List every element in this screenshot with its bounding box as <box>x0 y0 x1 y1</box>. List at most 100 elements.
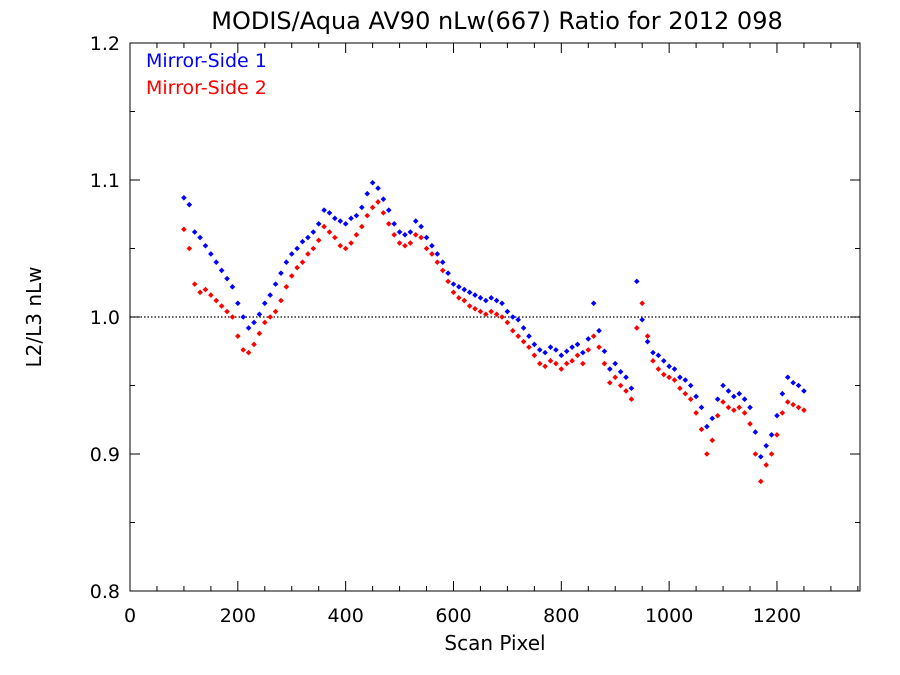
data-point <box>418 223 424 230</box>
data-point <box>472 305 478 312</box>
data-point <box>380 196 387 202</box>
data-point <box>509 314 516 320</box>
data-point <box>348 240 354 246</box>
y-tick-label: 1.1 <box>90 170 120 192</box>
data-point <box>466 289 473 296</box>
data-point <box>310 229 317 235</box>
data-point <box>558 352 565 359</box>
data-point <box>385 207 392 213</box>
data-point <box>305 234 311 241</box>
data-point <box>493 311 500 318</box>
data-point <box>461 297 468 304</box>
data-point <box>612 360 619 367</box>
series-2 <box>181 199 807 485</box>
data-point <box>617 382 624 389</box>
data-point <box>278 270 284 276</box>
data-point <box>337 242 344 249</box>
data-point <box>553 347 559 353</box>
data-point <box>429 251 435 257</box>
data-point <box>181 195 187 201</box>
data-point <box>704 423 710 430</box>
data-point <box>580 349 586 356</box>
data-point <box>671 377 678 383</box>
data-point <box>801 388 807 394</box>
data-point <box>439 259 446 265</box>
data-point <box>644 338 651 345</box>
data-point <box>353 232 360 238</box>
data-point <box>639 316 645 323</box>
data-point <box>590 300 597 307</box>
data-point <box>693 410 699 416</box>
data-point <box>542 349 548 356</box>
data-point <box>396 229 403 235</box>
data-point <box>251 341 257 348</box>
y-tick-label: 1.2 <box>90 33 120 55</box>
data-point <box>747 404 753 411</box>
data-point <box>407 229 414 235</box>
data-point <box>757 453 764 460</box>
data-point <box>795 404 802 411</box>
data-point <box>639 300 645 307</box>
data-point <box>321 223 327 230</box>
data-point <box>553 360 559 367</box>
data-point <box>245 325 252 331</box>
data-point <box>423 234 430 241</box>
data-point <box>671 366 678 372</box>
data-point <box>763 462 769 468</box>
data-point <box>445 278 451 285</box>
data-point <box>607 366 613 372</box>
data-point <box>682 377 689 383</box>
data-point <box>483 311 489 318</box>
data-point <box>202 286 209 293</box>
data-point <box>747 421 753 427</box>
data-point <box>315 237 322 244</box>
x-tick-label: 600 <box>435 605 471 627</box>
data-point <box>483 297 489 304</box>
data-point <box>321 207 327 213</box>
data-point <box>526 333 532 339</box>
data-point <box>660 358 667 364</box>
data-point <box>536 347 543 353</box>
data-point <box>574 341 581 348</box>
data-point <box>520 338 527 345</box>
data-point <box>434 251 441 257</box>
data-point <box>779 410 786 416</box>
y-tick-label: 0.9 <box>90 444 120 466</box>
data-point <box>402 242 408 249</box>
data-point <box>391 232 397 238</box>
y-tick-label: 0.8 <box>90 581 120 603</box>
data-point <box>488 308 495 315</box>
data-point <box>256 330 263 337</box>
data-point <box>714 396 721 402</box>
data-point <box>704 451 710 457</box>
data-point <box>218 303 225 309</box>
data-point <box>542 363 548 370</box>
data-point <box>580 360 586 367</box>
data-point <box>677 374 683 381</box>
data-point <box>623 374 629 381</box>
data-point <box>520 325 527 331</box>
data-point <box>601 360 608 367</box>
data-point <box>774 412 780 419</box>
data-point <box>310 245 317 252</box>
data-point <box>650 358 656 364</box>
data-point <box>434 259 441 265</box>
data-point <box>623 388 629 394</box>
x-tick-label: 1200 <box>753 605 801 627</box>
data-point <box>418 234 424 241</box>
data-point <box>272 308 279 315</box>
data-point <box>784 374 791 381</box>
data-point <box>558 366 565 372</box>
data-point <box>752 429 759 435</box>
data-point <box>305 251 311 257</box>
data-point <box>423 245 430 252</box>
legend-label-mirror-side-1: Mirror-Side 1 <box>146 50 267 72</box>
data-point <box>768 432 775 438</box>
data-point <box>790 379 796 386</box>
data-point <box>235 300 241 307</box>
data-point <box>229 284 236 290</box>
data-point <box>380 210 387 216</box>
data-point <box>515 333 521 339</box>
data-point <box>283 259 290 265</box>
data-point <box>197 234 203 241</box>
